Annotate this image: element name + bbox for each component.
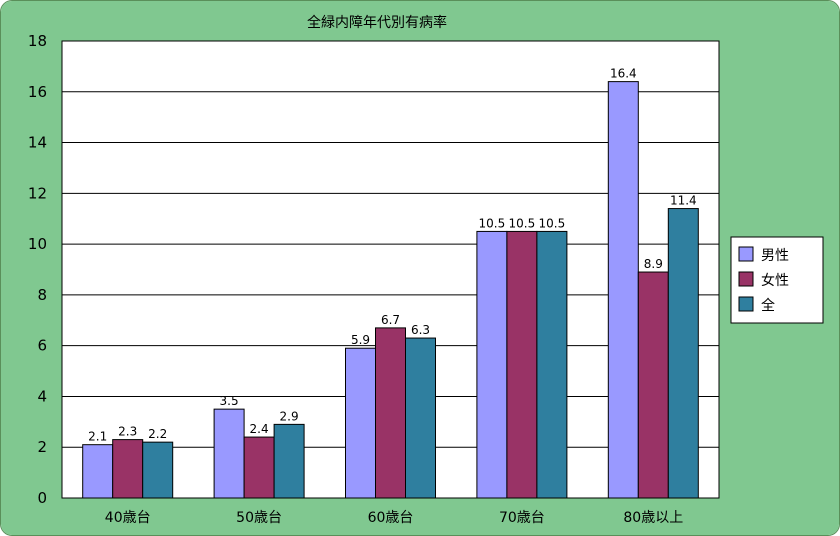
data-label: 10.5 — [539, 216, 566, 230]
data-label: 6.3 — [411, 323, 430, 337]
y-tick-label: 10 — [28, 235, 47, 253]
data-label: 2.2 — [148, 427, 167, 441]
data-label: 10.5 — [479, 216, 506, 230]
bar — [667, 208, 699, 499]
x-category-label: 50歳台 — [236, 510, 282, 526]
data-label: 6.7 — [381, 313, 400, 327]
bar — [607, 81, 639, 499]
data-label: 3.5 — [220, 394, 239, 408]
bar — [375, 327, 406, 499]
data-label: 10.5 — [509, 216, 536, 230]
x-category-label: 40歳台 — [105, 510, 151, 526]
x-category-label: 70歳台 — [499, 510, 545, 526]
bar — [142, 441, 174, 499]
bar — [405, 337, 436, 499]
y-tick-label: 2 — [37, 438, 47, 456]
bar — [506, 230, 538, 499]
data-label: 2.4 — [250, 422, 269, 436]
bars — [82, 81, 699, 499]
bar — [536, 230, 568, 499]
x-category-label: 60歳台 — [368, 510, 414, 526]
legend-label: 男性 — [761, 248, 789, 264]
bar — [213, 408, 245, 499]
y-tick-label: 6 — [37, 337, 47, 355]
data-label: 16.4 — [610, 67, 637, 81]
y-tick-label: 16 — [28, 83, 47, 101]
y-tick-label: 0 — [37, 489, 47, 507]
bar — [243, 436, 275, 499]
x-axis-categories: 40歳台 50歳台 60歳台 70歳台 80歳以上 — [105, 510, 683, 526]
x-category-label: 80歳以上 — [623, 510, 683, 526]
y-tick-label: 4 — [37, 387, 47, 405]
y-tick-label: 12 — [28, 184, 47, 202]
data-labels: 2.1 2.3 2.23.52.42.95.96.76.310.5 10.5 10.51… — [88, 67, 697, 444]
bar — [112, 439, 144, 499]
bar — [476, 230, 508, 499]
legend-label: 全 — [761, 297, 775, 314]
bar — [637, 271, 669, 499]
y-tick-label: 18 — [28, 32, 47, 50]
legend-swatch — [738, 246, 754, 262]
data-label: 2.3 — [118, 425, 137, 439]
data-label: 2.1 — [88, 430, 107, 444]
chart-title: 全緑内障年代別有病率 — [307, 14, 447, 31]
legend-swatch — [738, 296, 754, 312]
y-axis-ticks: 0 2 4 6 8 10 12 14 16 18 — [28, 32, 47, 507]
bar — [273, 423, 305, 499]
y-tick-label: 8 — [37, 286, 47, 304]
bar — [82, 444, 114, 499]
data-label: 2.9 — [280, 409, 299, 423]
y-tick-label: 14 — [28, 134, 47, 152]
data-label: 5.9 — [351, 333, 370, 347]
data-label: 8.9 — [644, 257, 663, 271]
legend-label: 女性 — [761, 272, 789, 289]
bar — [345, 347, 376, 499]
legend-swatch — [738, 271, 754, 287]
data-label: 11.4 — [670, 194, 697, 208]
